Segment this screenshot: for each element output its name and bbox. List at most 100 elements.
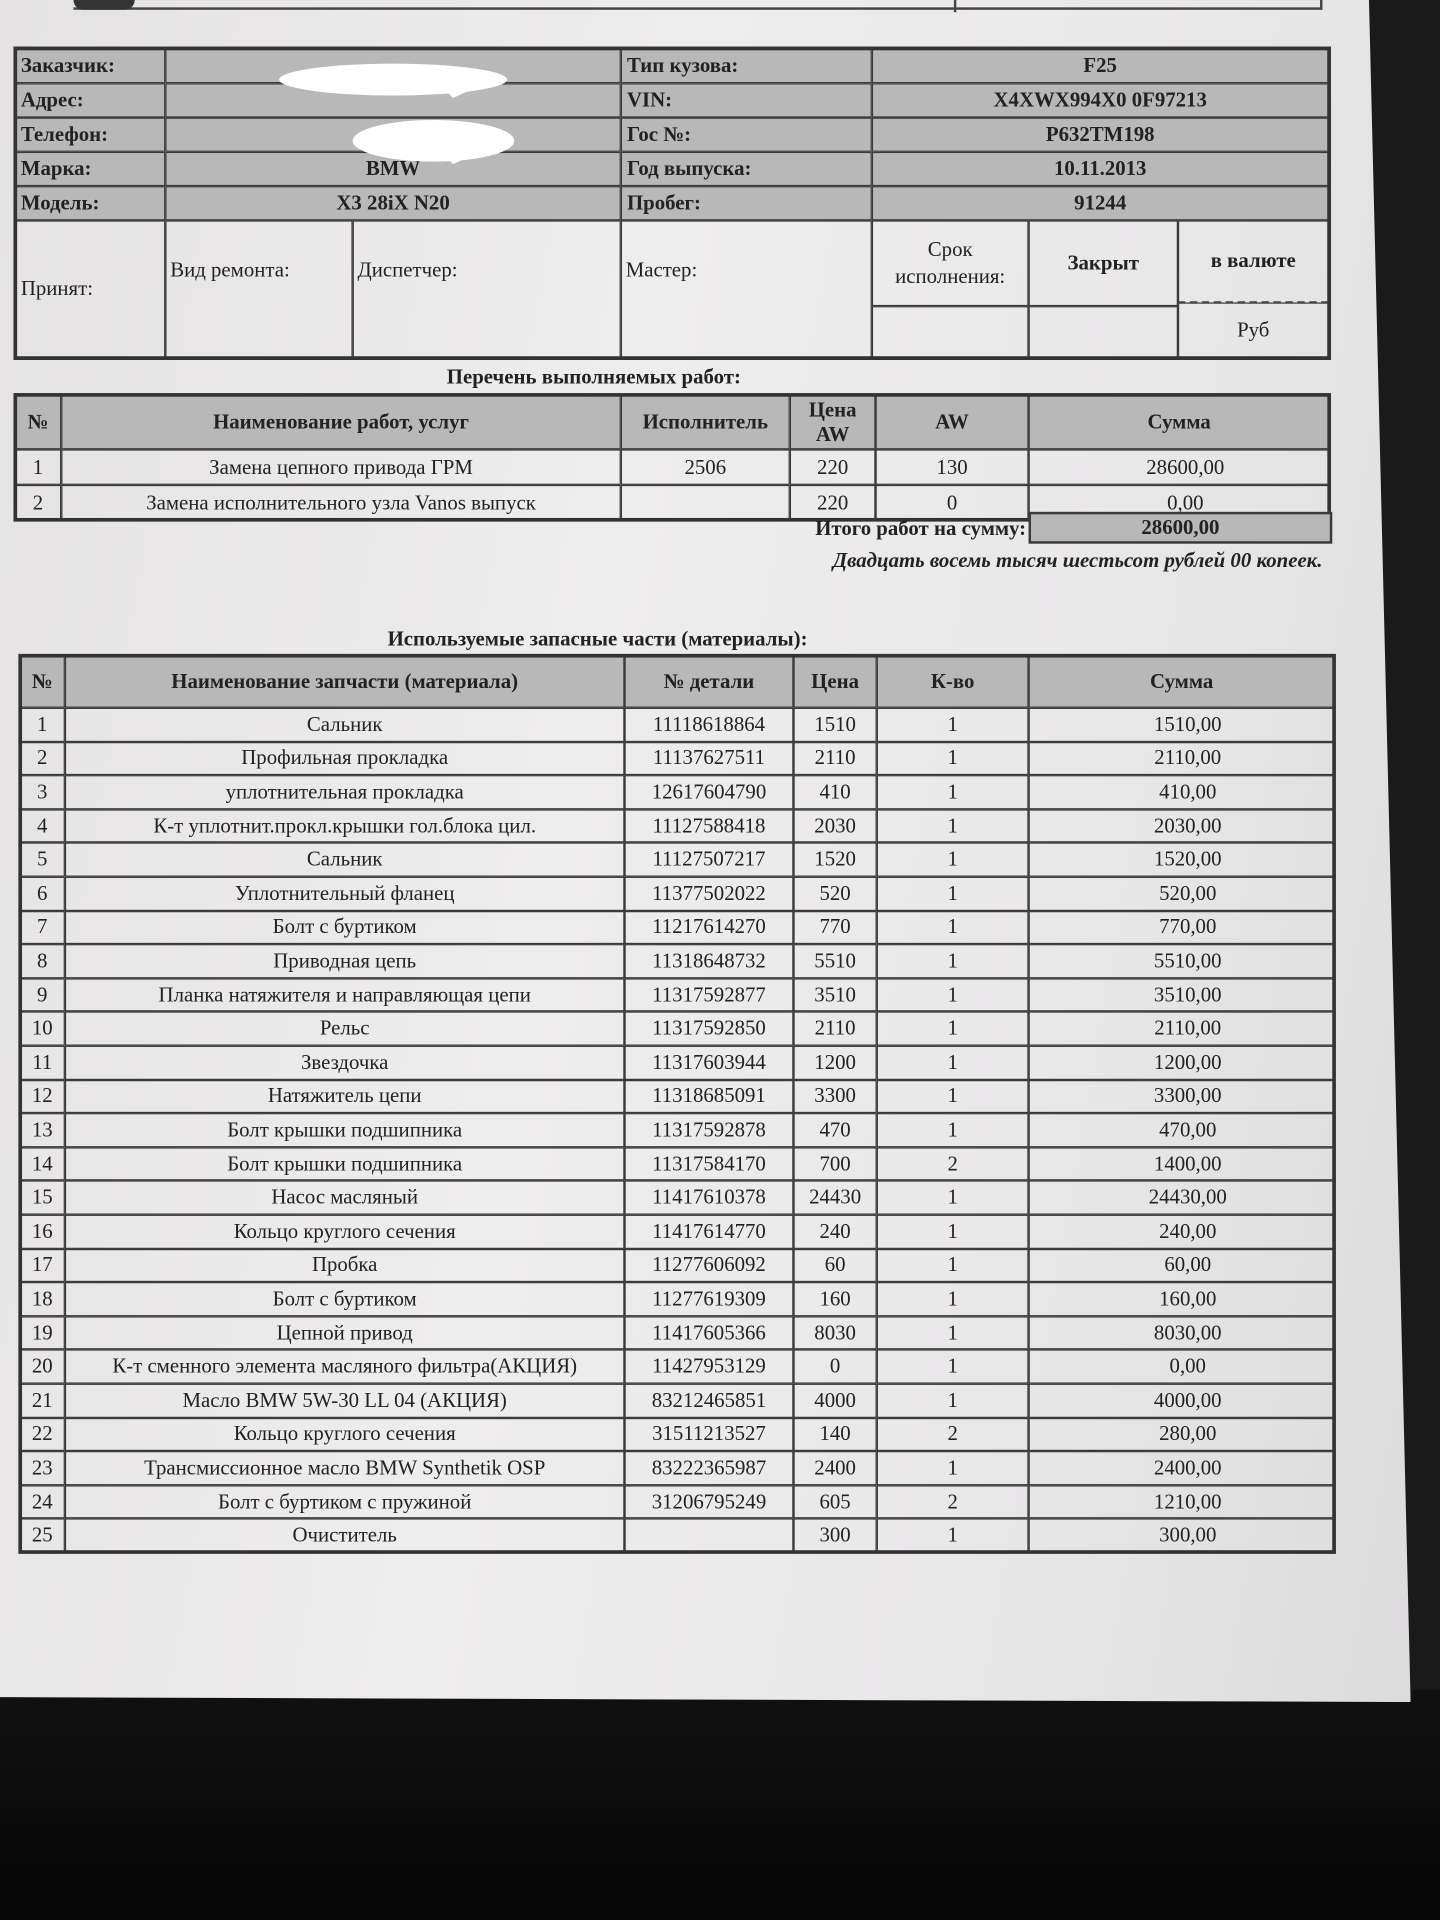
parts-cell-qty: 1 — [876, 1045, 1029, 1080]
parts-cell-num: 8 — [19, 944, 65, 979]
parts-cell-name: Болт с буртиком с пружиной — [64, 1485, 625, 1519]
parts-cell-qty: 1 — [876, 707, 1029, 742]
parts-cell-num: 7 — [19, 910, 65, 945]
dispatcher-cell: Диспетчер: — [352, 220, 621, 358]
works-header-code: Исполнитель — [620, 394, 790, 450]
parts-cell-num: 1 — [19, 707, 65, 742]
parts-cell-qty: 1 — [876, 809, 1029, 843]
parts-cell-name: Насос масляный — [64, 1180, 625, 1215]
parts-cell-price: 1520 — [793, 842, 877, 877]
parts-cell-name: Болт с буртиком — [64, 1282, 625, 1317]
works-cell-qty: 0 — [875, 484, 1029, 521]
parts-cell-qty: 1 — [876, 978, 1029, 1012]
parts-cell-code: 11137627511 — [624, 741, 794, 776]
parts-cell-sum: 520,00 — [1028, 876, 1335, 911]
parts-cell-num: 6 — [19, 876, 65, 911]
parts-cell-price: 1200 — [793, 1045, 877, 1080]
parts-cell-sum: 240,00 — [1028, 1214, 1335, 1249]
parts-cell-sum: 2110,00 — [1028, 1011, 1335, 1046]
customer-field-label: Адрес: — [14, 83, 166, 118]
customer-field-label: Марка: — [14, 151, 166, 187]
parts-cell-name: Трансмиссионное масло BMW Synthetik OSP — [64, 1451, 625, 1486]
parts-cell-qty: 2 — [876, 1147, 1029, 1181]
parts-cell-price: 1510 — [793, 707, 877, 742]
parts-cell-sum: 24430,00 — [1028, 1180, 1335, 1215]
parts-cell-qty: 1 — [876, 1079, 1029, 1114]
parts-cell-qty: 1 — [876, 1113, 1029, 1148]
works-cell-num: 1 — [14, 449, 62, 485]
vehicle-field-value: P632TM198 — [871, 117, 1329, 152]
currency-value: Руб — [1177, 301, 1329, 358]
parts-cell-code: 12617604790 — [624, 775, 794, 810]
parts-cell-name: Уплотнительный фланец — [64, 876, 625, 911]
parts-cell-sum: 280,00 — [1028, 1417, 1335, 1452]
parts-cell-price: 470 — [793, 1113, 877, 1148]
parts-cell-sum: 3300,00 — [1028, 1079, 1335, 1114]
parts-cell-sum: 5510,00 — [1028, 944, 1335, 979]
vehicle-field-label: Пробег: — [620, 186, 872, 221]
deadline-value — [871, 306, 1029, 358]
parts-cell-qty: 1 — [876, 775, 1029, 810]
parts-cell-sum: 470,00 — [1028, 1113, 1335, 1148]
parts-cell-code: 11377502022 — [624, 876, 794, 911]
parts-cell-qty: 2 — [876, 1485, 1029, 1519]
parts-cell-name: Натяжитель цепи — [64, 1079, 625, 1114]
top-fragment-border — [73, 0, 1323, 10]
parts-header-num: № — [19, 655, 65, 708]
vehicle-field-value: 10.11.2013 — [871, 151, 1329, 187]
parts-header-code: № детали — [624, 655, 794, 708]
master-cell: Мастер: — [620, 220, 872, 358]
vehicle-field-value: 91244 — [871, 186, 1329, 221]
parts-cell-code: 11318648732 — [624, 944, 794, 979]
parts-cell-qty: 1 — [876, 1011, 1029, 1046]
parts-cell-name: Профильная прокладка — [64, 741, 625, 776]
parts-header-sum: Сумма — [1028, 655, 1335, 708]
parts-cell-price: 2110 — [793, 1011, 877, 1046]
parts-cell-code: 11417610378 — [624, 1180, 794, 1215]
parts-cell-price: 770 — [793, 910, 877, 945]
works-cell-code — [620, 484, 790, 521]
works-cell-price: 220 — [789, 484, 876, 521]
parts-cell-name: Цепной привод — [64, 1316, 625, 1350]
parts-cell-name: Звездочка — [64, 1045, 625, 1080]
parts-cell-name: Планка натяжителя и направляющая цепи — [64, 978, 625, 1012]
parts-cell-sum: 1510,00 — [1028, 707, 1335, 742]
parts-cell-num: 25 — [19, 1518, 65, 1553]
parts-cell-num: 19 — [19, 1316, 65, 1350]
parts-cell-sum: 1200,00 — [1028, 1045, 1335, 1080]
parts-cell-name: Сальник — [64, 707, 625, 742]
parts-cell-sum: 0,00 — [1028, 1349, 1335, 1384]
parts-cell-name: Болт крышки подшипника — [64, 1113, 625, 1148]
parts-cell-qty: 2 — [876, 1417, 1029, 1452]
works-header-sum: Сумма — [1028, 394, 1330, 450]
accepted-cell: Принят: — [14, 220, 166, 358]
parts-cell-num: 3 — [19, 775, 65, 810]
parts-cell-price: 140 — [793, 1417, 877, 1452]
parts-cell-name: Пробка — [64, 1248, 625, 1283]
parts-cell-num: 16 — [19, 1214, 65, 1249]
parts-cell-name: Рельс — [64, 1011, 625, 1046]
parts-cell-price: 520 — [793, 876, 877, 911]
parts-cell-num: 2 — [19, 741, 65, 776]
parts-cell-num: 18 — [19, 1282, 65, 1317]
customer-field-label: Модель: — [14, 186, 166, 221]
parts-cell-code: 11317584170 — [624, 1147, 794, 1181]
parts-cell-price: 3510 — [793, 978, 877, 1012]
parts-cell-code: 11318685091 — [624, 1079, 794, 1114]
parts-cell-qty: 1 — [876, 1349, 1029, 1384]
closed-value — [1028, 306, 1178, 358]
parts-cell-price: 60 — [793, 1248, 877, 1283]
parts-cell-num: 24 — [19, 1485, 65, 1519]
works-total-value: 28600,00 — [1028, 511, 1333, 544]
parts-cell-price: 300 — [793, 1518, 877, 1553]
parts-cell-qty: 1 — [876, 842, 1029, 877]
parts-cell-qty: 1 — [876, 1518, 1029, 1553]
parts-cell-name: Приводная цепь — [64, 944, 625, 979]
parts-cell-name: Болт с буртиком — [64, 910, 625, 945]
parts-title: Используемые запасные части (материалы): — [387, 626, 808, 651]
parts-cell-num: 10 — [19, 1011, 65, 1046]
works-header-name: Наименование работ, услуг — [61, 394, 621, 450]
parts-cell-sum: 300,00 — [1028, 1518, 1335, 1553]
parts-cell-qty: 1 — [876, 1316, 1029, 1350]
parts-cell-qty: 1 — [876, 1248, 1029, 1283]
